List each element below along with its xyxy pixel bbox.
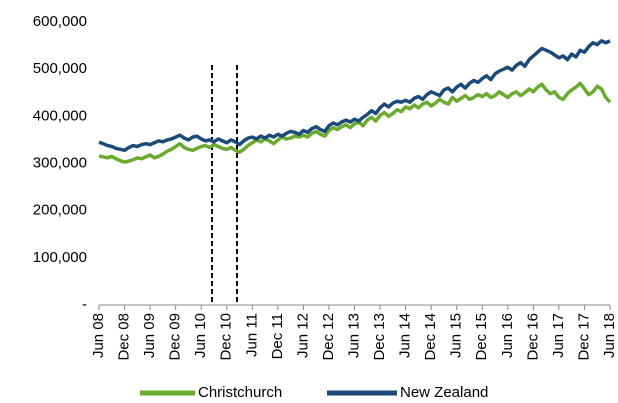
- x-tick-label: Dec 12: [320, 313, 337, 361]
- x-tick-label: Jun 08: [90, 313, 107, 358]
- series-line: [98, 39, 611, 153]
- x-tick-label: Dec 17: [575, 313, 592, 361]
- legend-label: Christchurch: [198, 384, 282, 401]
- x-tick-label: Jun 11: [243, 313, 260, 357]
- legend-label: New Zealand: [400, 384, 488, 401]
- y-tick-label: -: [82, 296, 87, 313]
- x-tick-label: Jun 10: [192, 313, 209, 358]
- x-tick-label: Jun 14: [397, 313, 414, 358]
- x-tick-label: Jun 16: [499, 313, 516, 358]
- y-tick-label: 500,000: [33, 60, 87, 77]
- y-tick-label: 300,000: [33, 154, 87, 171]
- x-tick-label: Jun 12: [294, 313, 311, 358]
- x-tick-label: Jun 09: [141, 313, 158, 358]
- y-tick-label: 600,000: [33, 13, 87, 30]
- y-tick-label: 400,000: [33, 107, 87, 124]
- x-tick-label: Dec 15: [473, 313, 490, 361]
- x-tick-label: Dec 08: [116, 313, 133, 361]
- x-tick-label: Dec 13: [371, 313, 388, 361]
- x-tick-label: Jun 18: [601, 313, 618, 358]
- x-tick-label: Jun 15: [448, 313, 465, 358]
- y-tick-label: 200,000: [33, 202, 87, 219]
- series-line: [98, 81, 612, 164]
- y-tick-label: 100,000: [33, 249, 87, 266]
- x-tick-label: Jun 13: [345, 313, 362, 358]
- x-tick-label: Dec 16: [524, 313, 541, 361]
- x-tick-label: Dec 14: [422, 313, 439, 361]
- x-tick-label: Dec 11: [269, 313, 286, 359]
- x-tick-label: Dec 10: [218, 313, 235, 361]
- x-tick-label: Jun 17: [550, 313, 567, 358]
- x-tick-label: Dec 09: [167, 313, 184, 361]
